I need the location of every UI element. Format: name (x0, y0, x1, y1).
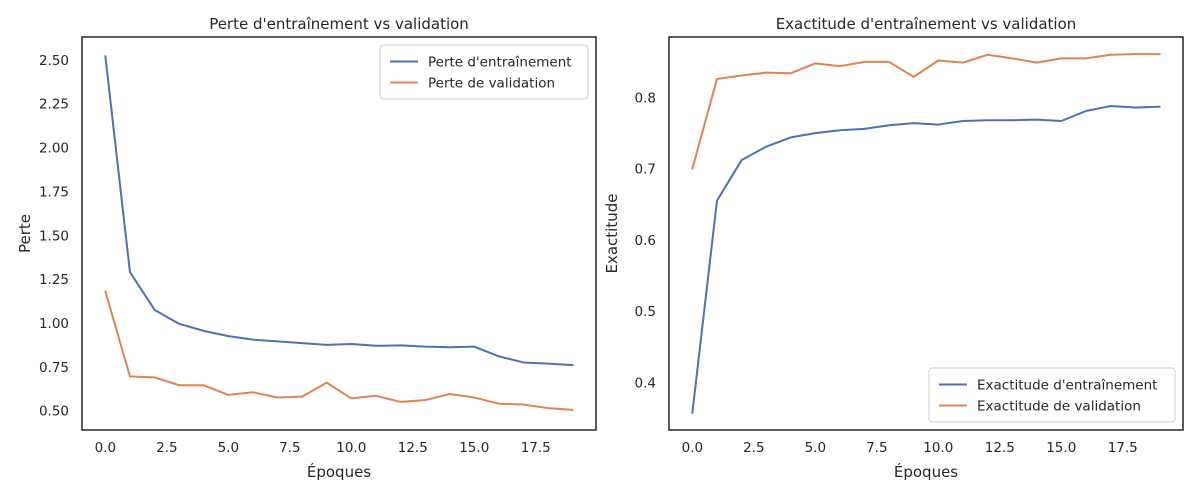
y-tick-label: 1.75 (39, 184, 69, 200)
y-tick-label: 2.50 (39, 53, 69, 69)
x-tick-label: 5.0 (805, 440, 826, 456)
y-tick-label: 0.50 (39, 404, 69, 420)
legend-label-1: Perte de validation (428, 76, 555, 92)
plot-area-frame (668, 36, 1184, 431)
x-tick-label: 7.5 (279, 440, 300, 456)
chart-panel-1: 0.0 2.5 5.0 7.5 10.0 12.5 15.0 17.5 0.4 0.5 0.6 0.7… (603, 15, 1184, 481)
x-tick-label: 15.0 (1046, 440, 1076, 456)
legend-label-1: Exactitude de validation (977, 399, 1141, 415)
y-tick-label: 0.8 (635, 91, 656, 107)
series-line-0 (691, 105, 1161, 414)
x-tick-label: 7.5 (866, 440, 887, 456)
y-tick-label: 1.00 (39, 316, 69, 332)
x-tick-label: 17.5 (1108, 440, 1138, 456)
y-tick-label: 0.5 (635, 304, 656, 320)
chart-title: Exactitude d'entraînement vs validation (776, 15, 1077, 33)
x-tick-label: 0.0 (682, 440, 703, 456)
y-tick-label: 1.50 (39, 228, 69, 244)
x-tick-label: 15.0 (459, 440, 489, 456)
chart-title: Perte d'entraînement vs validation (209, 15, 469, 33)
x-axis-label: Époques (307, 462, 371, 481)
y-tick-label: 0.4 (635, 375, 656, 391)
legend-label-0: Exactitude d'entraînement (977, 378, 1157, 394)
x-tick-label: 0.0 (95, 440, 116, 456)
y-tick-label: 0.7 (635, 162, 656, 178)
y-axis-label: Perte (16, 214, 34, 253)
x-tick-label: 2.5 (743, 440, 764, 456)
plot-area-frame (81, 36, 597, 431)
x-tick-label: 12.5 (985, 440, 1015, 456)
legend: Exactitude d'entraînement Exactitude de v… (928, 367, 1176, 423)
x-tick-label: 17.5 (521, 440, 551, 456)
x-tick-label: 12.5 (398, 440, 428, 456)
series-line-1 (691, 53, 1161, 170)
legend-box (379, 44, 589, 100)
x-tick-label: 2.5 (156, 440, 177, 456)
legend-box (928, 367, 1176, 423)
x-tick-label: 10.0 (336, 440, 366, 456)
y-tick-label: 1.25 (39, 272, 69, 288)
series-line-0 (104, 55, 574, 367)
series-line-1 (104, 290, 574, 411)
legend: Perte d'entraînement Perte de validation (379, 44, 589, 100)
y-tick-label: 2.00 (39, 141, 69, 157)
y-tick-label: 2.25 (39, 97, 69, 113)
y-tick-label: 0.6 (635, 233, 656, 249)
legend-label-0: Perte d'entraînement (428, 55, 572, 71)
x-tick-label: 10.0 (923, 440, 953, 456)
y-axis-label: Exactitude (603, 194, 621, 274)
x-axis-label: Époques (894, 462, 958, 481)
y-tick-label: 0.75 (39, 360, 69, 376)
x-tick-label: 5.0 (218, 440, 239, 456)
chart-panel-0: 0.0 2.5 5.0 7.5 10.0 12.5 15.0 17.5 0.50 0.75 1.00… (16, 15, 597, 481)
